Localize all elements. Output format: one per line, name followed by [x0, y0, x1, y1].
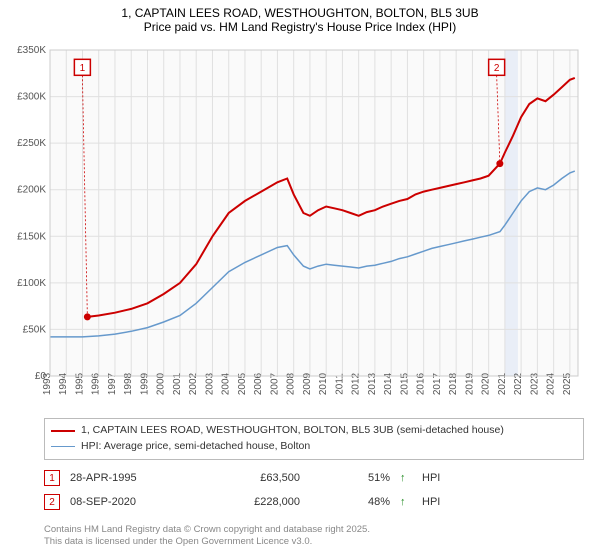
svg-text:£50K: £50K	[23, 324, 47, 335]
sale-price: £63,500	[210, 472, 320, 484]
credits-line1: Contains HM Land Registry data © Crown c…	[44, 524, 584, 536]
legend-label: 1, CAPTAIN LEES ROAD, WESTHOUGHTON, BOLT…	[81, 423, 504, 439]
chart-container: 1, CAPTAIN LEES ROAD, WESTHOUGHTON, BOLT…	[0, 0, 600, 560]
title-block: 1, CAPTAIN LEES ROAD, WESTHOUGHTON, BOLT…	[0, 0, 600, 36]
svg-text:£250K: £250K	[17, 138, 46, 149]
svg-text:£200K: £200K	[17, 185, 46, 196]
sale-pct: 51%	[330, 472, 390, 484]
legend-label: HPI: Average price, semi-detached house,…	[81, 439, 310, 455]
legend-item: HPI: Average price, semi-detached house,…	[51, 439, 577, 455]
svg-text:£300K: £300K	[17, 92, 46, 103]
sale-date: 08-SEP-2020	[70, 496, 200, 508]
sale-hpi-label: HPI	[422, 496, 440, 508]
sale-hpi-label: HPI	[422, 472, 440, 484]
credits: Contains HM Land Registry data © Crown c…	[44, 524, 584, 549]
svg-text:1: 1	[80, 63, 86, 74]
sale-row: 2 08-SEP-2020 £228,000 48% ↑ HPI	[44, 490, 584, 514]
sale-pct: 48%	[330, 496, 390, 508]
title-line2: Price paid vs. HM Land Registry's House …	[10, 20, 590, 34]
svg-text:£150K: £150K	[17, 231, 46, 242]
sale-price: £228,000	[210, 496, 320, 508]
legend: 1, CAPTAIN LEES ROAD, WESTHOUGHTON, BOLT…	[44, 418, 584, 460]
legend-swatch	[51, 446, 75, 447]
credits-line2: This data is licensed under the Open Gov…	[44, 536, 584, 548]
sale-marker: 2	[44, 494, 60, 510]
legend-swatch	[51, 430, 75, 432]
svg-text:£100K: £100K	[17, 278, 46, 289]
line-chart: £0£50K£100K£150K£200K£250K£300K£350K1993…	[44, 44, 584, 404]
legend-item: 1, CAPTAIN LEES ROAD, WESTHOUGHTON, BOLT…	[51, 423, 577, 439]
up-arrow-icon: ↑	[400, 472, 412, 484]
sales-table: 1 28-APR-1995 £63,500 51% ↑ HPI 2 08-SEP-2020 £2…	[44, 466, 584, 514]
sale-row: 1 28-APR-1995 £63,500 51% ↑ HPI	[44, 466, 584, 490]
svg-text:2: 2	[494, 63, 500, 74]
sale-date: 28-APR-1995	[70, 472, 200, 484]
sale-marker: 1	[44, 470, 60, 486]
title-line1: 1, CAPTAIN LEES ROAD, WESTHOUGHTON, BOLT…	[10, 6, 590, 20]
up-arrow-icon: ↑	[400, 496, 412, 508]
svg-text:£350K: £350K	[17, 45, 46, 56]
